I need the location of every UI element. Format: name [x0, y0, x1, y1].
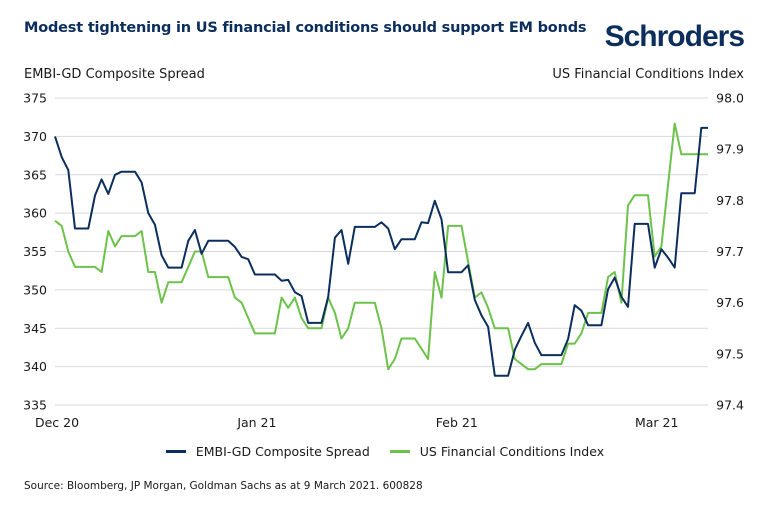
series-line-fci: [54, 122, 708, 371]
legend-label-embi: EMBI-GD Composite Spread: [195, 444, 370, 459]
right-tick-label: 97.5: [716, 346, 744, 361]
right-tick-label: 97.4: [716, 398, 744, 413]
left-axis-title: EMBI-GD Composite Spread: [24, 67, 205, 82]
legend-item-fci: US Financial Conditions Index: [389, 444, 605, 459]
gridlines: [55, 97, 708, 406]
right-tick-label: 97.6: [716, 295, 744, 310]
x-tick-label: Feb 21: [436, 415, 478, 430]
left-tick-label: 335: [23, 398, 47, 413]
x-tick-label: Mar 21: [635, 415, 678, 430]
left-tick-label: 375: [23, 91, 47, 106]
x-axis-ticks: Dec 20 Jan 21 Feb 21 Mar 21: [35, 415, 678, 430]
right-tick-label: 98.0: [716, 91, 744, 106]
left-tick-label: 340: [23, 359, 47, 374]
right-axis-ticks: 98.0 97.9 97.8 97.7 97.6 97.5 97.4: [716, 91, 744, 413]
right-axis-title: US Financial Conditions Index: [552, 67, 744, 82]
legend-item-embi: EMBI-GD Composite Spread: [165, 444, 370, 459]
chart-title: Modest tightening in US financial condit…: [24, 20, 587, 36]
left-tick-label: 370: [23, 129, 47, 144]
left-tick-label: 360: [23, 206, 47, 221]
source-note: Source: Bloomberg, JP Morgan, Goldman Sa…: [24, 480, 423, 492]
legend-swatch-fci: [389, 450, 410, 453]
left-axis-ticks: 375 370 365 360 355 350 345 340 335: [23, 91, 47, 413]
legend: EMBI-GD Composite Spread US Financial Co…: [0, 444, 770, 459]
x-tick-label: Dec 20: [35, 415, 79, 430]
right-tick-label: 97.8: [716, 193, 744, 208]
legend-swatch-embi: [165, 450, 186, 453]
series-line-embi: [54, 126, 708, 377]
left-tick-label: 355: [23, 244, 47, 259]
left-tick-label: 365: [23, 167, 47, 182]
right-tick-label: 97.7: [716, 244, 744, 259]
x-tick-label: Jan 21: [236, 415, 276, 430]
dual-axis-line-chart: 375 370 365 360 355 350 345 340 335 98.0 97.9 97.8…: [23, 91, 744, 431]
left-tick-label: 350: [23, 282, 47, 297]
series-lines: [54, 122, 708, 377]
left-tick-label: 345: [23, 321, 47, 336]
schroders-logo: Schroders: [604, 20, 745, 53]
right-tick-label: 97.9: [716, 142, 744, 157]
legend-label-fci: US Financial Conditions Index: [419, 444, 605, 459]
